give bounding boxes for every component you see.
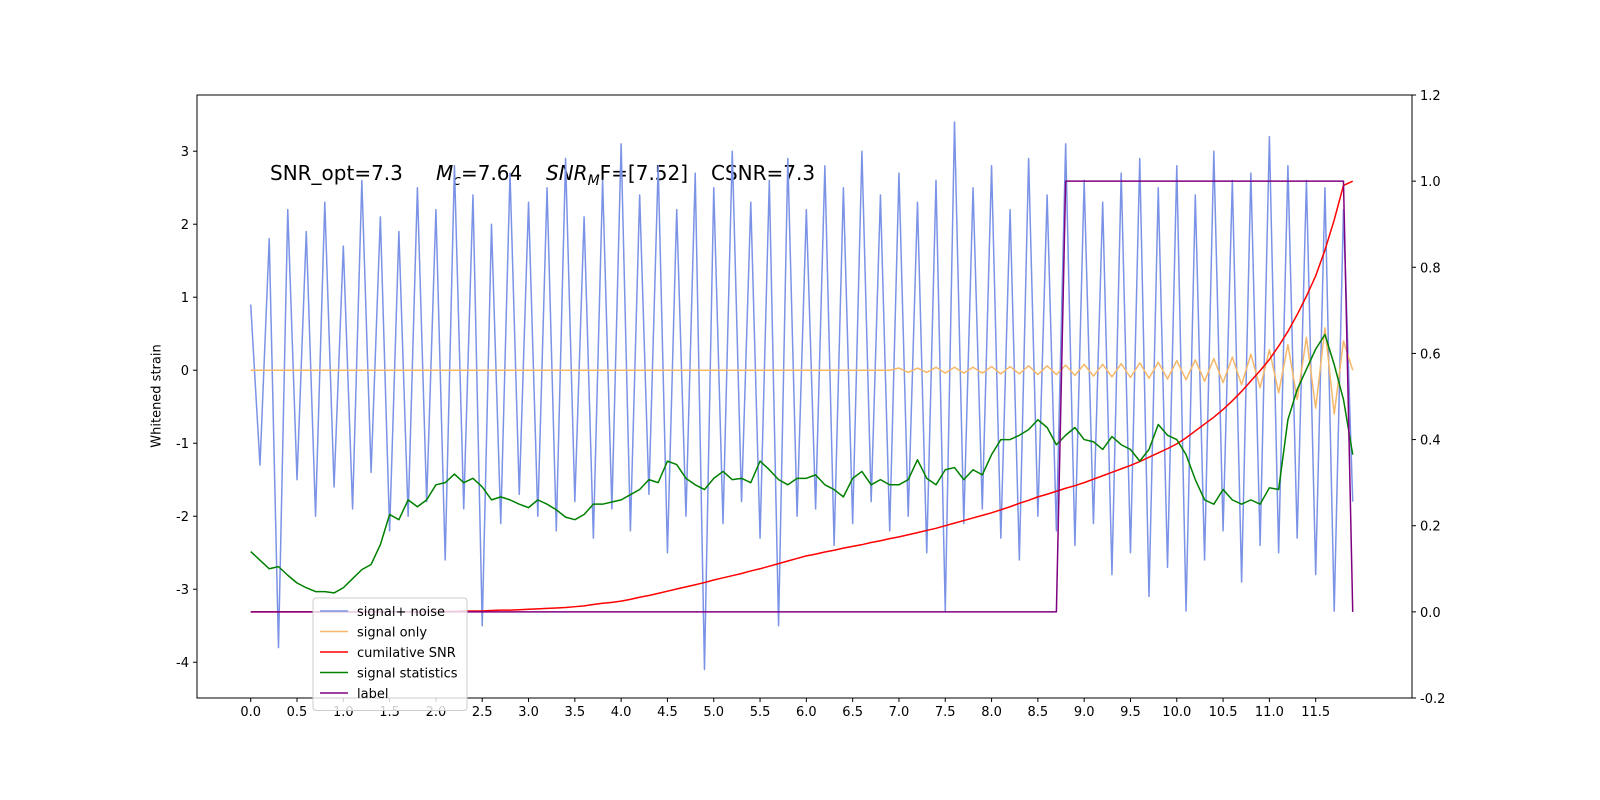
y2-tick-label: -0.2 [1420,692,1445,707]
x-tick-label: 8.0 [981,705,1002,720]
x-tick-label: 3.0 [518,705,539,720]
y2-tick-label: 0.2 [1420,520,1441,535]
legend-label: cumilative SNR [357,646,456,661]
axes-frame [196,94,1413,699]
x-tick-label: 2.5 [472,705,493,720]
x-tick-label: 4.5 [657,705,678,720]
legend-label: signal only [357,626,427,641]
annotation-part: M [436,161,453,185]
annotation-part: F=[7.52] [600,161,688,185]
legend-label: signal statistics [357,667,458,682]
x-tick-label: 9.0 [1074,705,1095,720]
x-tick-label: 4.0 [611,705,632,720]
annotation-sub: c [453,173,461,189]
y-axis-label: Whitened strain [150,344,165,447]
legend-label: signal+ noise [357,605,445,620]
x-tick-label: 10.5 [1209,705,1238,720]
legend-label: label [357,687,388,702]
x-tick-label: 3.5 [564,705,585,720]
y2-tick-label: 1.0 [1420,175,1441,190]
x-tick-label: 0.5 [287,705,308,720]
y-tick-label: -4 [176,656,189,671]
x-tick-label: 10.0 [1162,705,1191,720]
series-line [250,327,1354,415]
x-tick-label: 7.0 [889,705,910,720]
legend-box [312,597,468,711]
y-tick-label: -1 [176,437,189,452]
y2-tick-label: 0.0 [1420,606,1441,621]
y-tick-label: 1 [181,291,189,306]
series-line [249,121,1354,671]
x-tick-label: 11.0 [1255,705,1284,720]
y2-tick-label: 0.4 [1420,434,1441,449]
x-tick-label: 0.0 [240,705,261,720]
y-tick-label: 2 [181,218,189,233]
series-line [250,333,1354,594]
x-tick-label: 8.5 [1028,705,1049,720]
annotation-part: =7.64 [461,161,522,185]
x-tick-label: 11.5 [1301,705,1330,720]
x-tick-label: 6.0 [796,705,817,720]
annotation: CSNR=7.3 [711,161,815,185]
x-tick-label: 9.5 [1120,705,1141,720]
annotation: SNR_opt=7.3 [270,161,403,185]
y2-tick-label: 0.6 [1420,347,1441,362]
x-tick-label: 5.5 [750,705,771,720]
annotation: Mc=7.64 [436,161,522,189]
y-tick-label: -3 [176,583,189,598]
y-tick-label: 3 [181,145,189,160]
y-tick-label: -2 [176,510,189,525]
y2-tick-label: 1.2 [1420,89,1441,104]
x-tick-label: 6.5 [842,705,863,720]
y2-tick-label: 0.8 [1420,261,1441,276]
y-tick-label: 0 [181,364,189,379]
x-tick-label: 7.5 [935,705,956,720]
annotation-sub: M [588,173,600,189]
x-tick-label: 5.0 [703,705,724,720]
annotation: SNRMF=[7.52] [546,161,688,189]
